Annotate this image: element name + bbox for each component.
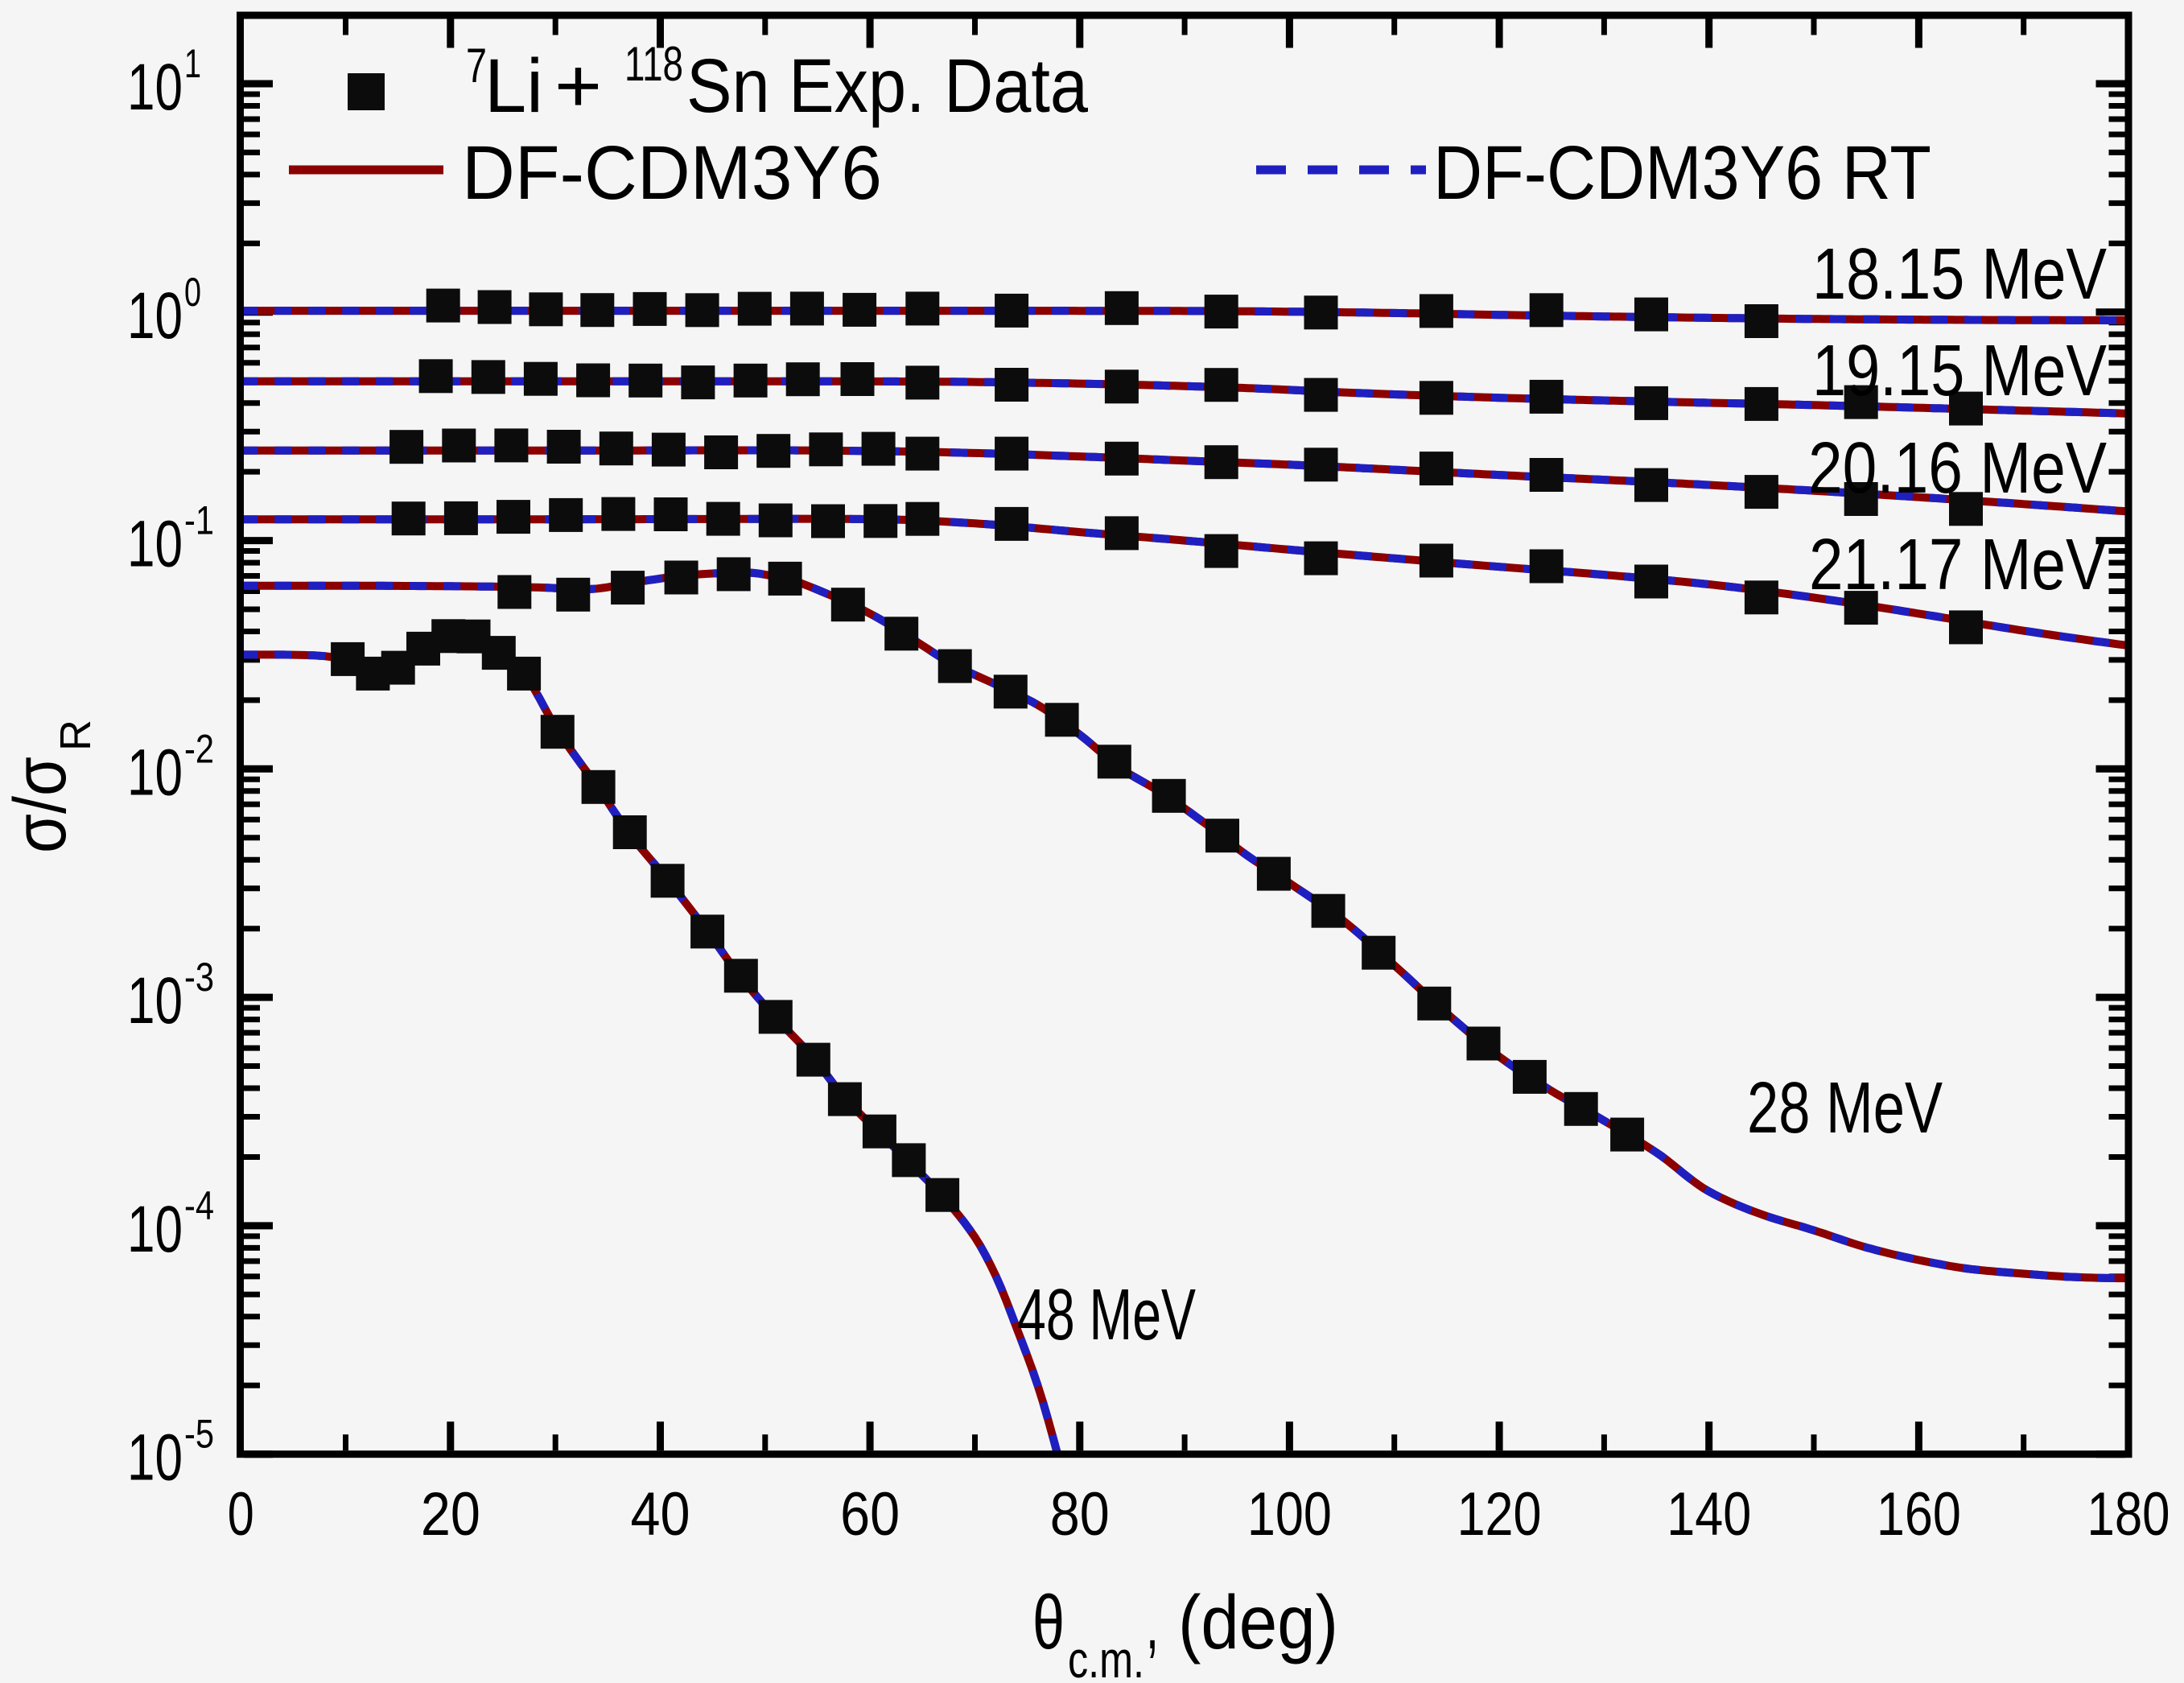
- svg-text:48 MeV: 48 MeV: [1017, 1275, 1196, 1355]
- svg-text:10: 10: [127, 1193, 183, 1266]
- svg-text:28 MeV: 28 MeV: [1747, 1068, 1943, 1149]
- svg-text:,: ,: [1146, 1580, 1159, 1665]
- svg-text:DF-CDM3Y6 RT: DF-CDM3Y6 RT: [1433, 130, 1931, 216]
- svg-text:(deg): (deg): [1178, 1580, 1338, 1665]
- svg-text:-4: -4: [184, 1183, 214, 1228]
- svg-text:c.m.: c.m.: [1068, 1631, 1144, 1679]
- svg-text:σ/σ: σ/σ: [0, 757, 81, 853]
- svg-text:-1: -1: [184, 498, 214, 543]
- svg-text:1: 1: [184, 41, 201, 86]
- svg-text:140: 140: [1667, 1480, 1751, 1549]
- svg-text:0: 0: [228, 1480, 254, 1549]
- svg-text:-5: -5: [184, 1412, 214, 1457]
- svg-text:21.17 MeV: 21.17 MeV: [1809, 525, 2107, 605]
- svg-text:10: 10: [127, 736, 183, 809]
- svg-text:10: 10: [127, 964, 183, 1037]
- svg-text:10: 10: [127, 1421, 183, 1495]
- svg-text:+: +: [554, 43, 602, 129]
- svg-text:118: 118: [624, 37, 683, 91]
- svg-text:20: 20: [421, 1480, 480, 1549]
- svg-text:10: 10: [127, 51, 183, 124]
- svg-text:160: 160: [1877, 1480, 1961, 1549]
- svg-text:7: 7: [466, 39, 487, 93]
- svg-text:0: 0: [184, 270, 201, 315]
- svg-text:60: 60: [840, 1480, 900, 1549]
- svg-text:18.15 MeV: 18.15 MeV: [1812, 234, 2107, 315]
- svg-text:Li: Li: [484, 43, 543, 129]
- svg-text:R: R: [52, 720, 100, 751]
- svg-text:10: 10: [127, 508, 183, 581]
- svg-text:-3: -3: [184, 955, 214, 1000]
- svg-text:20.16 MeV: 20.16 MeV: [1808, 428, 2107, 509]
- svg-text:-2: -2: [184, 726, 214, 771]
- svg-text:Sn Exp. Data: Sn Exp. Data: [686, 43, 1088, 129]
- svg-text:120: 120: [1457, 1480, 1542, 1549]
- svg-text:19.15 MeV: 19.15 MeV: [1812, 331, 2107, 411]
- svg-text:10: 10: [127, 279, 183, 353]
- svg-text:180: 180: [2087, 1480, 2170, 1549]
- svg-text:θ: θ: [1032, 1580, 1065, 1665]
- svg-text:DF-CDM3Y6: DF-CDM3Y6: [462, 130, 882, 216]
- svg-text:80: 80: [1050, 1480, 1110, 1549]
- svg-text:40: 40: [630, 1480, 690, 1549]
- svg-text:100: 100: [1247, 1480, 1332, 1549]
